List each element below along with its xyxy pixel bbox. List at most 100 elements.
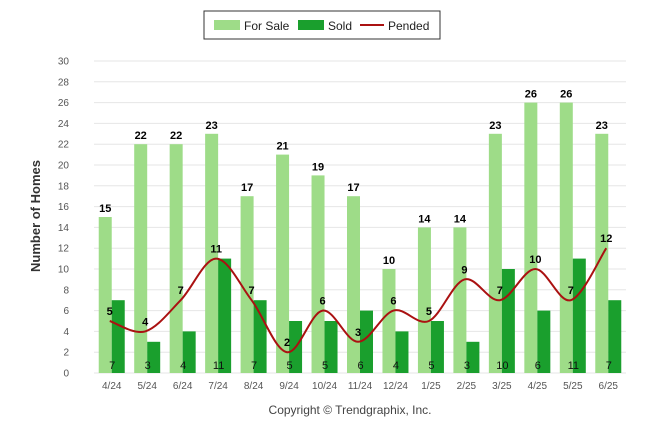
pended-value-label: 7 bbox=[497, 285, 503, 297]
x-tick-label: 4/25 bbox=[528, 381, 548, 392]
for-sale-value-label: 19 bbox=[312, 161, 324, 173]
sold-value-label: 4 bbox=[180, 360, 186, 372]
y-tick-label: 30 bbox=[58, 57, 70, 68]
bar-for-sale bbox=[488, 133, 502, 373]
pended-value-label: 3 bbox=[355, 327, 361, 339]
bar-sold bbox=[395, 331, 409, 373]
x-tick-label: 6/24 bbox=[173, 381, 193, 392]
bar-for-sale bbox=[595, 133, 609, 373]
pended-value-label: 6 bbox=[319, 296, 325, 308]
legend-swatch-for-sale bbox=[214, 20, 240, 30]
pended-value-label: 10 bbox=[529, 254, 541, 266]
x-tick-label: 2/25 bbox=[457, 381, 477, 392]
bar-sold bbox=[572, 258, 586, 373]
pended-value-label: 5 bbox=[426, 306, 432, 318]
bar-for-sale bbox=[453, 227, 467, 373]
bars bbox=[98, 102, 622, 373]
x-tick-label: 5/25 bbox=[563, 381, 583, 392]
y-tick-label: 28 bbox=[58, 77, 70, 88]
for-sale-value-label: 23 bbox=[489, 120, 501, 132]
sold-value-label: 3 bbox=[145, 360, 151, 372]
legend-swatch-sold bbox=[298, 20, 324, 30]
x-tick-label: 6/25 bbox=[599, 381, 619, 392]
pended-value-label: 7 bbox=[178, 285, 184, 297]
sold-value-label: 6 bbox=[357, 360, 363, 372]
sold-value-label: 10 bbox=[496, 360, 508, 372]
x-tick-label: 10/24 bbox=[312, 381, 337, 392]
bar-for-sale bbox=[98, 217, 112, 373]
sold-value-label: 11 bbox=[568, 360, 579, 372]
bar-sold bbox=[608, 300, 622, 373]
pended-value-label: 5 bbox=[107, 306, 113, 318]
bar-sold bbox=[430, 321, 444, 373]
pended-value-label: 12 bbox=[600, 233, 612, 245]
sold-value-label: 5 bbox=[428, 360, 434, 372]
bar-sold bbox=[466, 341, 480, 373]
y-tick-label: 24 bbox=[58, 119, 70, 130]
sold-value-label: 5 bbox=[322, 360, 328, 372]
sold-value-label: 7 bbox=[109, 360, 115, 372]
bar-for-sale bbox=[240, 196, 254, 373]
y-tick-label: 8 bbox=[63, 285, 69, 296]
y-tick-label: 10 bbox=[58, 265, 70, 276]
x-tick-label: 7/24 bbox=[208, 381, 228, 392]
pended-value-label: 4 bbox=[142, 316, 149, 328]
pended-value-label: 7 bbox=[568, 285, 574, 297]
bar-sold bbox=[218, 258, 232, 373]
for-sale-value-label: 21 bbox=[276, 141, 288, 153]
bar-for-sale bbox=[169, 144, 183, 373]
x-tick-label: 9/24 bbox=[279, 381, 299, 392]
bar-sold bbox=[111, 300, 125, 373]
x-tick-label: 5/24 bbox=[137, 381, 157, 392]
y-tick-label: 12 bbox=[58, 244, 70, 255]
pended-value-label: 9 bbox=[461, 264, 467, 276]
y-tick-label: 2 bbox=[63, 348, 69, 359]
sold-value-label: 6 bbox=[535, 360, 541, 372]
bar-for-sale bbox=[311, 175, 325, 373]
bar-for-sale bbox=[382, 269, 396, 373]
bar-for-sale bbox=[417, 227, 431, 373]
for-sale-value-label: 14 bbox=[418, 213, 431, 225]
sold-value-label: 3 bbox=[464, 360, 470, 372]
for-sale-value-label: 15 bbox=[99, 203, 111, 215]
legend-label-pended: Pended bbox=[388, 19, 429, 33]
y-tick-label: 0 bbox=[63, 369, 69, 380]
bar-for-sale bbox=[276, 154, 290, 373]
bar-for-sale bbox=[347, 196, 360, 373]
y-axis-title: Number of Homes bbox=[28, 160, 43, 272]
bar-for-sale bbox=[134, 144, 148, 373]
x-tick-label: 8/24 bbox=[244, 381, 264, 392]
for-sale-value-label: 10 bbox=[383, 255, 395, 267]
copyright-text: Copyright © Trendgraphix, Inc. bbox=[269, 403, 432, 417]
legend-label-sold: Sold bbox=[328, 19, 352, 33]
pended-value-label: 2 bbox=[284, 337, 290, 349]
bar-sold bbox=[147, 341, 161, 373]
pended-value-label: 7 bbox=[249, 285, 255, 297]
legend-label-for-sale: For Sale bbox=[244, 19, 290, 33]
for-sale-value-label: 26 bbox=[560, 89, 572, 101]
for-sale-value-label: 22 bbox=[135, 130, 147, 142]
bar-sold bbox=[182, 331, 196, 373]
y-tick-label: 20 bbox=[58, 161, 70, 172]
x-tick-label: 4/24 bbox=[102, 381, 122, 392]
bar-for-sale bbox=[524, 102, 538, 373]
y-tick-label: 16 bbox=[58, 202, 70, 213]
x-tick-label: 3/25 bbox=[492, 381, 512, 392]
bar-sold bbox=[324, 321, 338, 373]
y-tick-label: 14 bbox=[58, 223, 70, 234]
bar-sold bbox=[360, 310, 373, 373]
data-labels: 1572232242311177215195176104145143231026… bbox=[99, 89, 612, 372]
pended-line-path bbox=[109, 247, 608, 354]
sold-value-label: 5 bbox=[287, 360, 293, 372]
y-tick-label: 18 bbox=[58, 181, 70, 192]
bar-sold bbox=[537, 310, 551, 373]
for-sale-value-label: 14 bbox=[454, 213, 467, 225]
x-tick-label: 1/25 bbox=[421, 381, 441, 392]
pended-value-label: 6 bbox=[390, 296, 396, 308]
x-tick-label: 12/24 bbox=[383, 381, 408, 392]
y-tick-label: 26 bbox=[58, 98, 70, 109]
sold-value-label: 11 bbox=[213, 360, 224, 372]
